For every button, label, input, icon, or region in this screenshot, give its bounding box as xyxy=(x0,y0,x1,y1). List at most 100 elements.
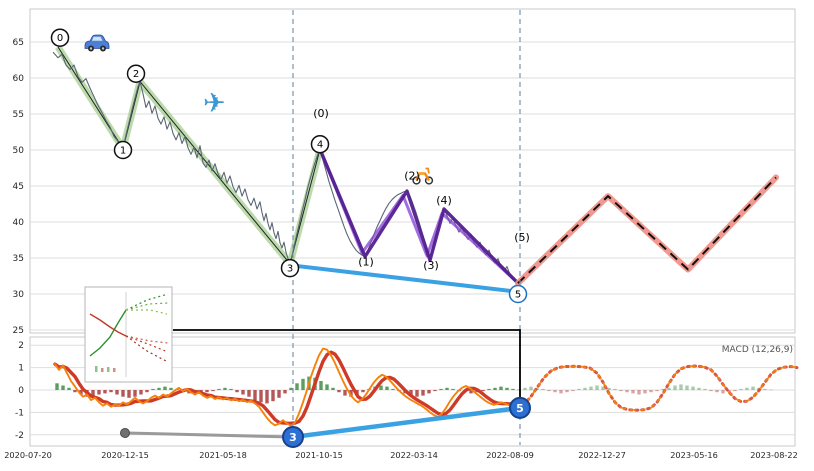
macd-histogram-bar xyxy=(715,390,719,393)
wave-circle-label: 1 xyxy=(120,146,126,157)
macd-histogram-bar xyxy=(265,390,269,404)
chart-annotation-layer: 0 1 2 3 4 5 (0) (1) (2) (3) (4) (5) 3 5 xyxy=(50,10,531,448)
macd-histogram-bar xyxy=(673,385,677,390)
macd-histogram-bar xyxy=(331,387,335,390)
macd-wave-circle-label: 5 xyxy=(516,402,524,415)
inset-red-forecast xyxy=(125,335,169,344)
subwave-label: (5) xyxy=(514,231,530,244)
car-window xyxy=(92,36,103,41)
macd-histogram-bar xyxy=(703,388,707,390)
x-tick-label: 2022-03-14 xyxy=(390,450,438,460)
car-body xyxy=(84,34,110,49)
macd-histogram-bar xyxy=(505,387,509,390)
wave-circle-label: 0 xyxy=(57,33,63,44)
macd-histogram-bar xyxy=(745,387,749,390)
macd-histogram-bar xyxy=(469,390,473,394)
macd-y-tick-label: 0 xyxy=(18,386,24,396)
macd-histogram-bar xyxy=(259,390,263,403)
macd-histogram-bar xyxy=(619,390,623,392)
x-tick-label: 2020-07-20 xyxy=(4,450,52,460)
inset-green-forecast xyxy=(126,309,168,315)
inset-hist-bar xyxy=(95,366,98,372)
x-tick-label: 2022-12-27 xyxy=(578,450,626,460)
macd-histogram-bar xyxy=(169,387,173,390)
macd-histogram-bar xyxy=(439,388,443,390)
macd-histogram-bar xyxy=(559,390,563,394)
x-tick-label: 2021-10-15 xyxy=(295,450,343,460)
price-y-tick-label: 40 xyxy=(13,218,25,228)
macd-histogram-bar xyxy=(415,390,419,397)
macd-histogram-bar xyxy=(451,388,455,390)
price-y-tick-label: 50 xyxy=(13,146,25,156)
wave-circle-4 xyxy=(310,134,330,154)
subwave-label: (3) xyxy=(423,259,439,272)
support-trendline xyxy=(288,263,520,294)
macd-histogram-bar xyxy=(433,390,437,392)
macd-histogram-bar xyxy=(625,390,629,393)
macd-histogram-bar xyxy=(73,390,77,393)
subwave-label: (2) xyxy=(404,170,420,183)
macd-histogram-bar xyxy=(247,390,251,397)
x-tick-label: 2020-12-15 xyxy=(101,450,149,460)
wave-circle-1 xyxy=(113,140,133,160)
wave-circle-2 xyxy=(126,64,146,83)
inset-hist-bar xyxy=(107,367,110,372)
macd-histogram-bar xyxy=(409,390,413,396)
macd-histogram-bar xyxy=(499,386,503,390)
subwave-label: (1) xyxy=(358,255,374,268)
macd-histogram-bar xyxy=(277,390,281,398)
subwave-label: (0) xyxy=(313,107,329,120)
macd-indicator-label: MACD (12,26,9) xyxy=(722,345,793,355)
macd-histogram-bar xyxy=(733,390,737,392)
macd-histogram-bar xyxy=(517,389,521,391)
price-y-tick-label: 60 xyxy=(13,74,25,84)
macd-histogram-bar xyxy=(79,390,83,395)
scooter-handlebar xyxy=(425,167,430,174)
macd-histogram-bar xyxy=(547,390,551,392)
macd-forecast-inset xyxy=(84,286,173,383)
macd-histogram-bar xyxy=(763,388,767,390)
gray-connector-line xyxy=(123,431,295,439)
x-tick-label: 2021-05-18 xyxy=(199,450,247,460)
macd-histogram-bar xyxy=(751,386,755,390)
price-forecast-dash xyxy=(517,176,777,284)
x-tick-label: 2022-08-09 xyxy=(486,450,534,460)
macd-histogram-bar xyxy=(121,390,125,397)
macd-histogram-bar xyxy=(607,387,611,390)
x-tick-label: 2023-08-22 xyxy=(750,450,798,460)
macd-histogram-bar xyxy=(349,390,353,397)
macd-histogram-bar xyxy=(667,387,671,390)
macd-histogram-bar xyxy=(655,390,659,392)
macd-histogram-bar xyxy=(481,390,485,392)
macd-histogram-bar xyxy=(379,385,383,390)
macd-histogram-bar xyxy=(697,387,701,390)
macd-histogram-bar xyxy=(61,385,65,390)
macd-histogram-bar xyxy=(709,390,713,392)
car-hubcap xyxy=(101,47,105,50)
macd-histogram-bar xyxy=(553,390,557,393)
car-hubcap xyxy=(89,47,93,50)
wave-circle-3 xyxy=(280,258,300,278)
macd-histogram-bar xyxy=(127,390,131,398)
macd-wave-circle-3 xyxy=(282,426,304,448)
macd-histogram-bar xyxy=(241,390,245,395)
macd-histogram-bar xyxy=(211,390,215,392)
macd-histogram-bar xyxy=(295,383,299,390)
macd-histogram-bar xyxy=(583,387,587,390)
macd-histogram-bar xyxy=(595,385,599,390)
macd-histogram-bar xyxy=(643,390,647,394)
macd-histogram-bar xyxy=(613,388,617,390)
corrective-zigzag xyxy=(318,148,520,285)
macd-histogram-bar xyxy=(523,387,527,390)
scooter-wheel xyxy=(412,176,421,185)
macd-histogram-bar xyxy=(487,388,491,390)
macd-y-tick-label: -1 xyxy=(15,408,24,418)
macd-histogram-bar xyxy=(97,390,101,395)
macd-histogram-bar xyxy=(139,390,143,395)
gray-dot xyxy=(120,428,130,438)
macd-histogram-bar xyxy=(283,390,287,394)
macd-wave-circle-5 xyxy=(509,396,531,419)
macd-histogram-bar xyxy=(529,386,533,390)
wave-circle-label: 4 xyxy=(317,140,323,151)
inset-hist-bar xyxy=(113,368,116,372)
